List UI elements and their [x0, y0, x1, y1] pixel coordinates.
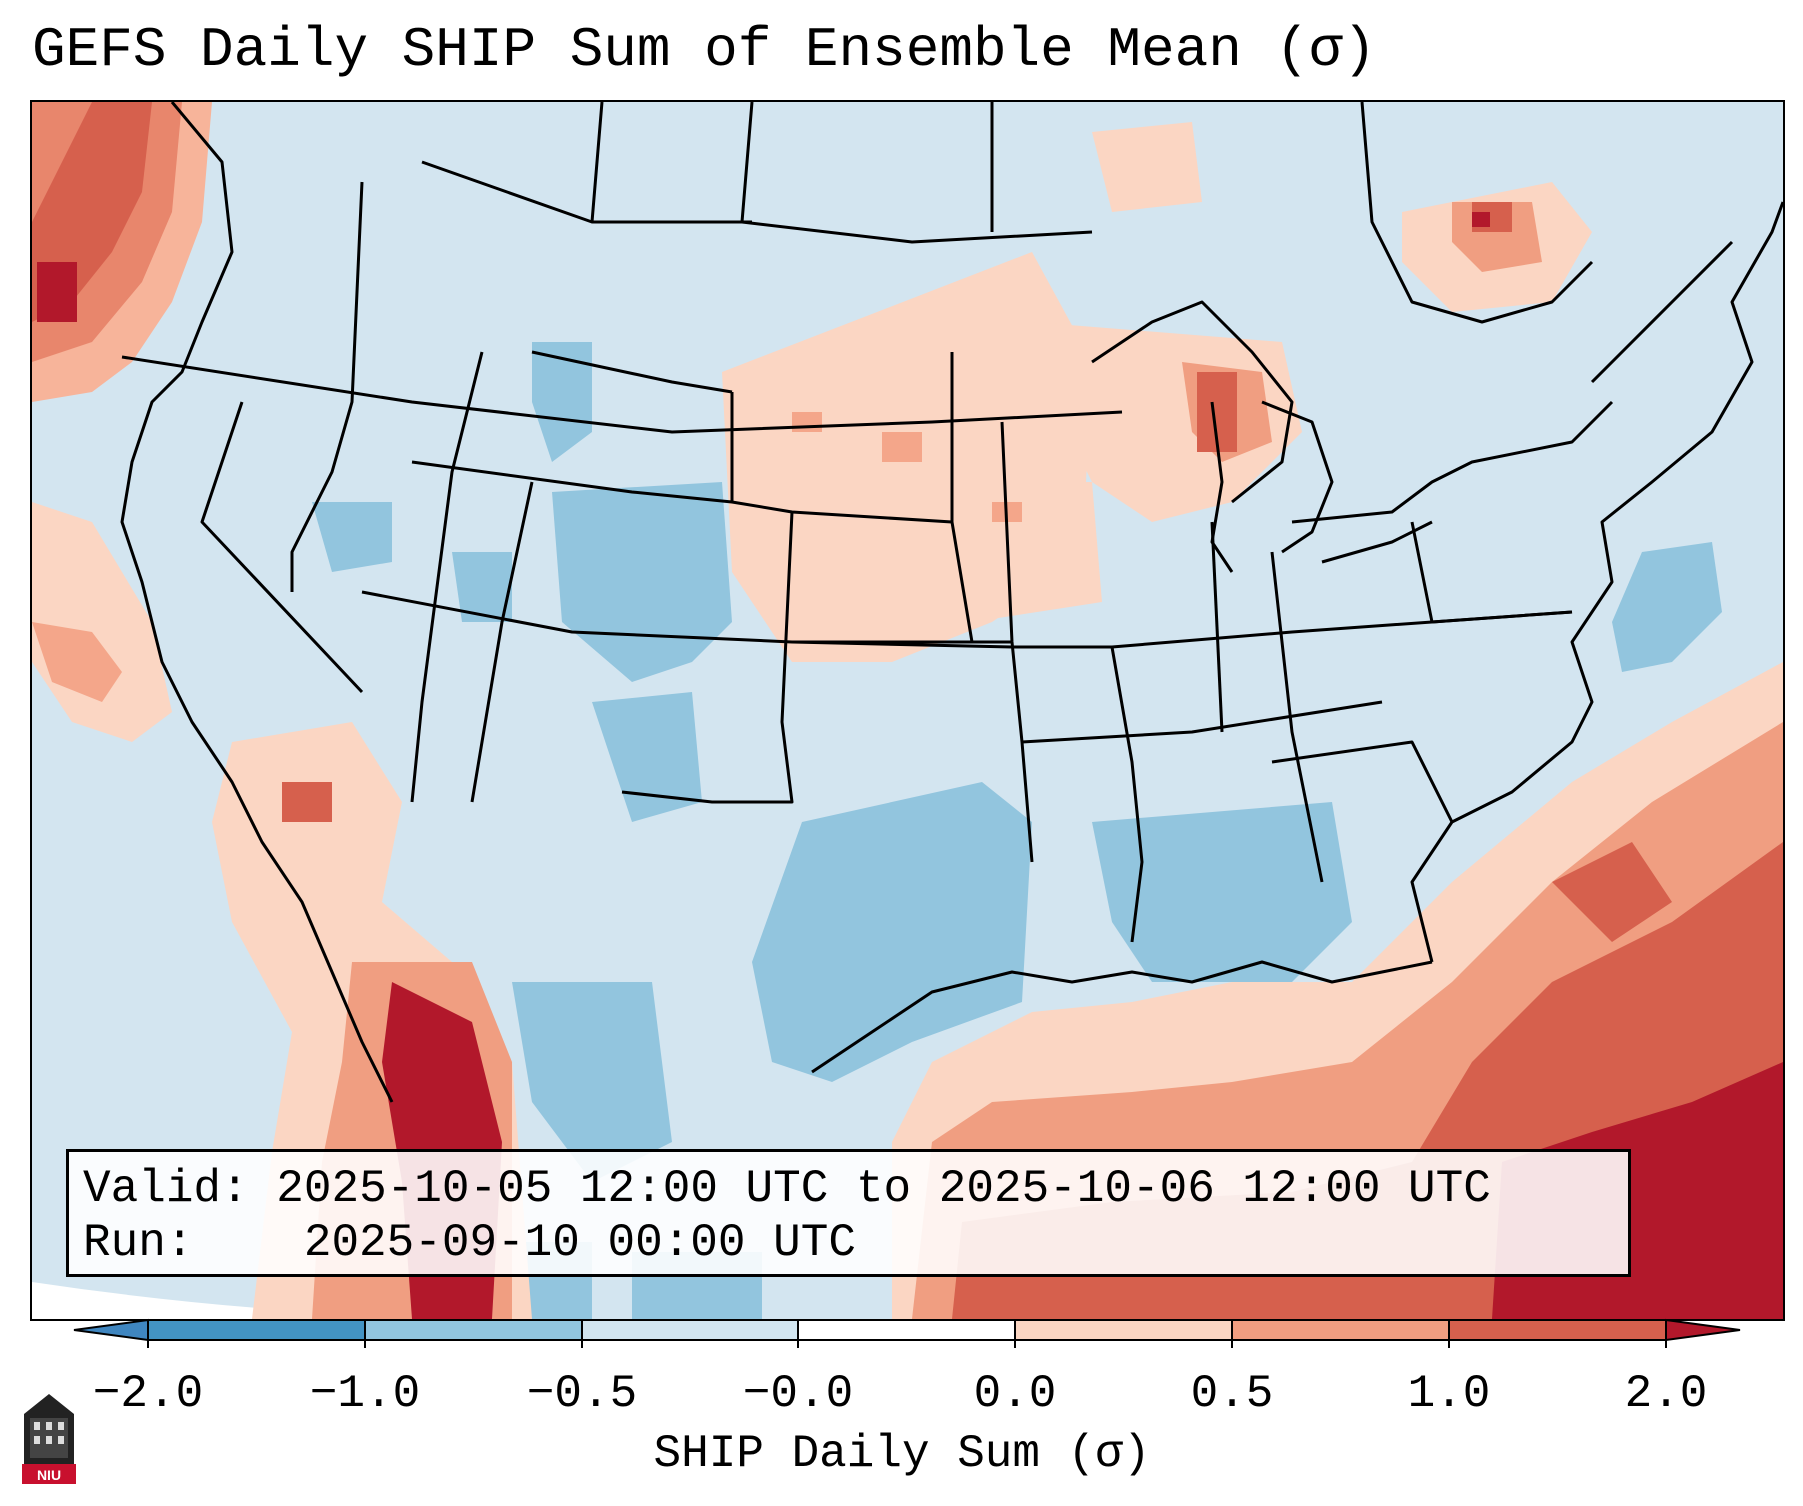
- colorbar-tick-label: 2.0: [1624, 1368, 1708, 1420]
- colorbar-bin-3: [582, 1320, 798, 1340]
- anomaly-central-plains: [722, 252, 1102, 662]
- map-panel: [30, 100, 1785, 1321]
- logo-text: NIU: [37, 1467, 61, 1483]
- colorbar-tick-label: −0.5: [526, 1368, 638, 1420]
- valid-run-info-box: Valid: 2025-10-05 12:00 UTC to 2025-10-0…: [66, 1149, 1631, 1277]
- colorbar-bin-2: [365, 1320, 582, 1340]
- valid-label: Valid:: [83, 1163, 249, 1215]
- colorbar-tick-label: −0.0: [742, 1368, 854, 1420]
- colorbar-bin-7: [1449, 1320, 1666, 1340]
- niu-building-icon: NIU: [22, 1394, 76, 1484]
- anomaly-map: [32, 102, 1783, 1319]
- anomaly-quebec: [1092, 122, 1592, 312]
- valid-value: 2025-10-05 12:00 UTC to 2025-10-06 12:00…: [276, 1163, 1491, 1215]
- state-borders: [120, 102, 1783, 1103]
- anomaly-south-central-blue: [512, 542, 1722, 1319]
- colorbar-bin-6: [1232, 1320, 1449, 1340]
- colorbar-bin-4: [798, 1320, 1015, 1340]
- anomaly-great-lakes: [1032, 322, 1302, 522]
- colorbar-bin-1: [148, 1320, 365, 1340]
- colorbar-extend-low: [73, 1318, 149, 1342]
- run-value: 2025-09-10 00:00 UTC: [303, 1217, 856, 1269]
- colorbar-extend-high: [1665, 1318, 1741, 1342]
- colorbar-bin-5: [1015, 1320, 1232, 1340]
- colorbar-tick-label: −2.0: [92, 1368, 204, 1420]
- map-title: GEFS Daily SHIP Sum of Ensemble Mean (σ): [32, 18, 1377, 82]
- colorbar-tick-label: −1.0: [309, 1368, 421, 1420]
- colorbar: [73, 1318, 1741, 1348]
- colorbar-tick-label: 1.0: [1407, 1368, 1491, 1420]
- colorbar-tick-label: 0.0: [973, 1368, 1057, 1420]
- run-label: Run:: [83, 1217, 194, 1269]
- colorbar-tick-label: 0.5: [1190, 1368, 1274, 1420]
- colorbar-label: SHIP Daily Sum (σ): [653, 1428, 1151, 1480]
- anomaly-pacific-nw: [32, 102, 212, 742]
